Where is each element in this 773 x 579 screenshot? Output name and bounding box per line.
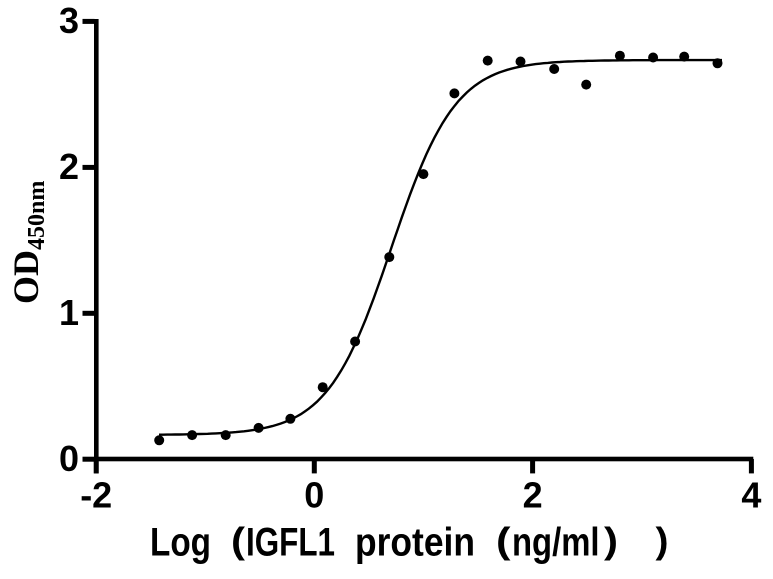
- svg-text:0: 0: [59, 438, 79, 479]
- svg-text:IGFL1: IGFL1: [246, 521, 335, 565]
- svg-text:Log: Log: [150, 521, 211, 565]
- svg-text:4: 4: [741, 475, 761, 516]
- svg-text:0: 0: [304, 475, 324, 516]
- svg-text:3: 3: [59, 0, 79, 41]
- svg-text:): ): [656, 520, 669, 561]
- svg-text:1: 1: [59, 292, 79, 333]
- svg-text:-2: -2: [80, 475, 112, 516]
- svg-text:): ): [604, 520, 618, 561]
- svg-text:(: (: [496, 520, 511, 561]
- svg-text:(: (: [231, 520, 245, 561]
- svg-text:2: 2: [59, 146, 79, 187]
- svg-text:2: 2: [523, 475, 543, 516]
- svg-text:protein: protein: [355, 521, 475, 565]
- svg-text:ng/ml: ng/ml: [512, 521, 600, 565]
